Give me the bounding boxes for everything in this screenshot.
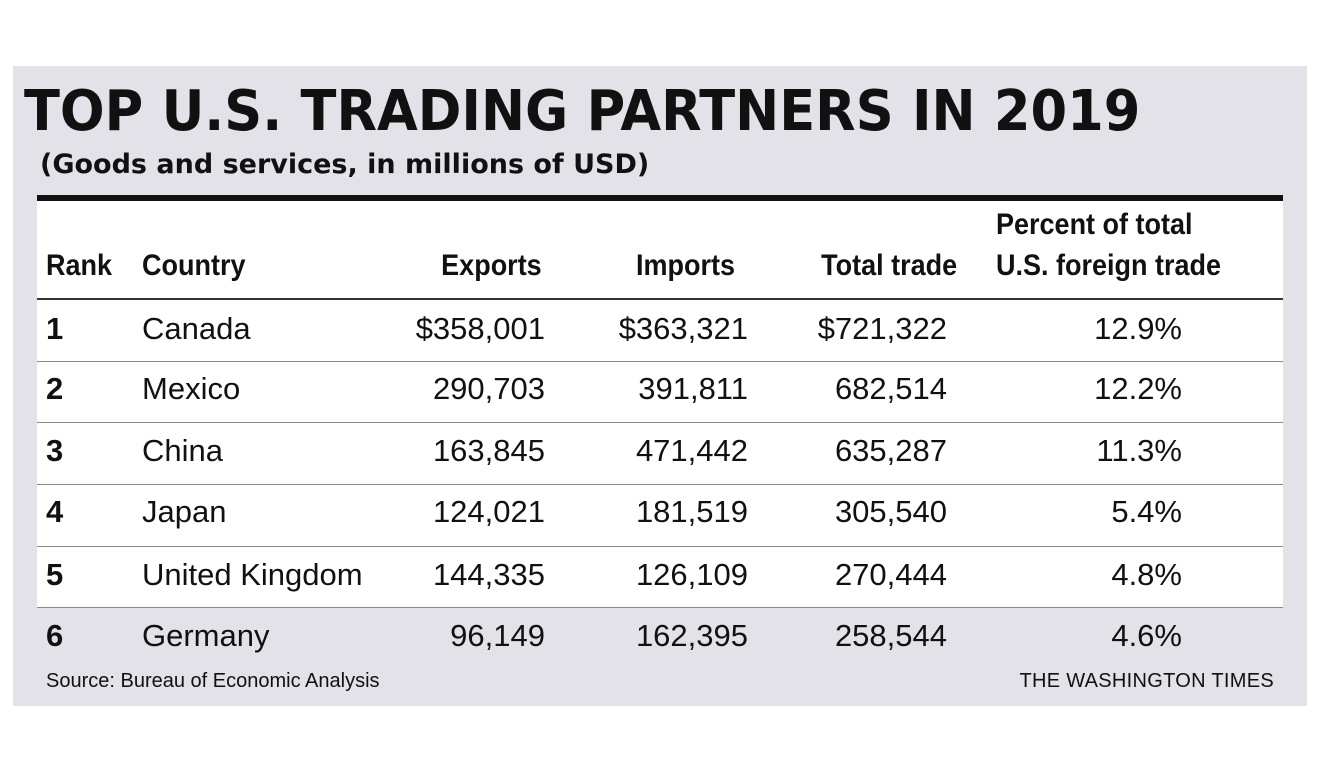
header-rank: Rank bbox=[46, 249, 113, 282]
cell-imports: 471,442 bbox=[635, 433, 748, 468]
cell-total-trade: 635,287 bbox=[834, 433, 947, 468]
cell-imports: $363,321 bbox=[618, 311, 748, 346]
cell-percent: 11.3% bbox=[1096, 433, 1182, 468]
cell-rank: 3 bbox=[46, 433, 64, 468]
cell-rank: 5 bbox=[46, 557, 64, 592]
cell-rank: 1 bbox=[46, 311, 64, 346]
cell-imports: 162,395 bbox=[635, 618, 748, 653]
header-total-trade: Total trade bbox=[820, 249, 957, 282]
cell-percent: 4.8% bbox=[1111, 557, 1182, 592]
cell-percent: 5.4% bbox=[1111, 494, 1182, 529]
cell-total-trade: 270,444 bbox=[834, 557, 947, 592]
header-divider bbox=[37, 298, 1283, 300]
cell-total-trade: $721,322 bbox=[817, 311, 947, 346]
cell-rank: 2 bbox=[46, 371, 64, 406]
cell-rank: 6 bbox=[46, 618, 64, 653]
row-divider bbox=[37, 361, 1283, 362]
header-country: Country bbox=[142, 249, 246, 282]
cell-country: China bbox=[142, 433, 223, 468]
cell-rank: 4 bbox=[46, 494, 64, 529]
row-divider bbox=[37, 484, 1283, 485]
cell-percent: 12.9% bbox=[1094, 311, 1182, 346]
source-note: Source: Bureau of Economic Analysis bbox=[46, 670, 380, 692]
header-exports: Exports bbox=[441, 249, 542, 282]
cell-country: Canada bbox=[142, 311, 251, 346]
cell-exports: 290,703 bbox=[432, 371, 545, 406]
data-table bbox=[37, 201, 1283, 607]
cell-total-trade: 682,514 bbox=[834, 371, 947, 406]
title-rule bbox=[37, 195, 1283, 201]
cell-exports: 163,845 bbox=[432, 433, 545, 468]
chart-subtitle: (Goods and services, in millions of USD) bbox=[40, 149, 650, 180]
cell-exports: $358,001 bbox=[415, 311, 545, 346]
cell-exports: 124,021 bbox=[432, 494, 545, 529]
cell-country: Germany bbox=[142, 618, 270, 653]
header-imports: Imports bbox=[635, 249, 735, 282]
header-percent-line1: Percent of total bbox=[996, 208, 1193, 241]
cell-country: Mexico bbox=[142, 371, 241, 406]
cell-exports: 144,335 bbox=[432, 557, 545, 592]
cell-total-trade: 305,540 bbox=[834, 494, 947, 529]
cell-country: Japan bbox=[142, 494, 227, 529]
cell-imports: 391,811 bbox=[638, 371, 748, 406]
publisher-credit: THE WASHINGTON TIMES bbox=[1019, 670, 1274, 692]
cell-imports: 126,109 bbox=[635, 557, 748, 592]
chart-title: TOP U.S. TRADING PARTNERS IN 2019 bbox=[24, 79, 1141, 144]
header-percent-line2: U.S. foreign trade bbox=[996, 249, 1222, 282]
row-divider bbox=[37, 422, 1283, 423]
cell-total-trade: 258,544 bbox=[834, 618, 947, 653]
cell-percent: 4.6% bbox=[1111, 618, 1182, 653]
row-divider bbox=[37, 546, 1283, 547]
cell-country: United Kingdom bbox=[142, 557, 363, 592]
cell-exports: 96,149 bbox=[450, 618, 545, 653]
cell-percent: 12.2% bbox=[1094, 371, 1182, 406]
row-divider bbox=[37, 607, 1283, 608]
cell-imports: 181,519 bbox=[635, 494, 748, 529]
